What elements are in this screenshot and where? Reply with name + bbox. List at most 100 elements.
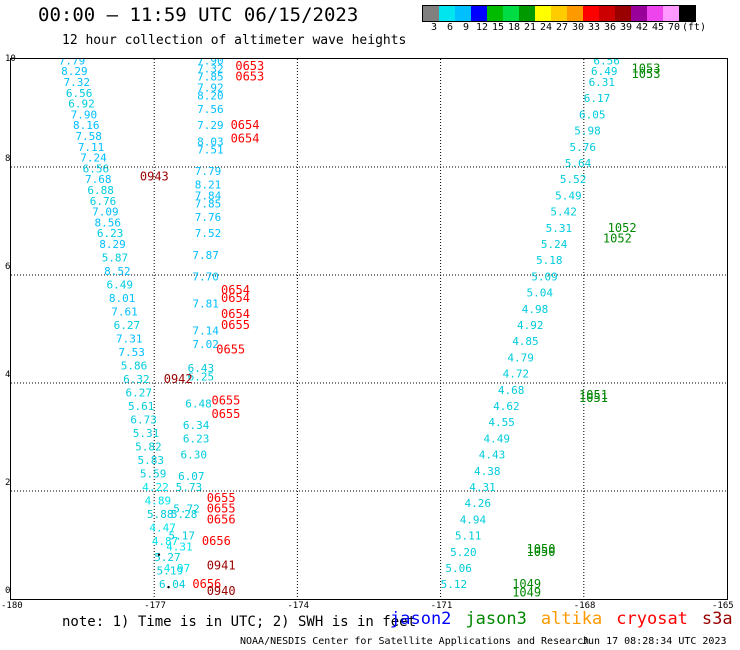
color-swatch-7 bbox=[535, 6, 551, 21]
wave-height-label: 7.09 bbox=[92, 206, 119, 219]
wave-height-label: 4.55 bbox=[488, 416, 515, 429]
wave-height-label: 7.53 bbox=[118, 346, 144, 359]
color-scale-label: 3 bbox=[430, 22, 438, 33]
satellite-legend: jason2 jason3 altika cryosat s3a bbox=[390, 609, 733, 629]
color-swatch-13 bbox=[631, 6, 647, 21]
wave-height-label: 7.81 bbox=[192, 297, 219, 310]
color-swatch-9 bbox=[567, 6, 583, 21]
wave-height-label: 8.03 bbox=[197, 135, 224, 148]
wave-height-label: 6.56 bbox=[593, 59, 620, 67]
wave-height-label: 6.30 bbox=[180, 449, 207, 462]
wave-height-label: 4.38 bbox=[474, 465, 501, 478]
wave-height-label: 6.88 bbox=[87, 184, 114, 197]
wave-height-label: 4.87 bbox=[152, 535, 179, 548]
pass-time-label: 0655 bbox=[216, 342, 245, 356]
wave-height-label: 8.20 bbox=[197, 90, 224, 103]
wave-height-label: 6.25 bbox=[188, 370, 215, 383]
wave-height-label: 6.04 bbox=[159, 578, 186, 591]
wave-height-label: 5.20 bbox=[450, 546, 477, 559]
wave-height-label: 5.59 bbox=[140, 468, 167, 481]
pass-time-label: 1052 bbox=[603, 232, 632, 246]
latitude-tick-label: 8 bbox=[5, 154, 11, 164]
wave-height-label: 7.79 bbox=[59, 59, 86, 67]
wave-height-label: 7.85 bbox=[195, 198, 222, 211]
wave-height-label: 4.26 bbox=[464, 497, 491, 510]
color-scale-label: 6 bbox=[446, 22, 454, 33]
wave-height-label: 4.62 bbox=[493, 400, 520, 413]
color-scale-labels: 3 6 9 12 15 18 21 24 27 30 33 36 39 42 45 70 (ft) bbox=[426, 22, 706, 33]
color-scale-label: 30 bbox=[571, 22, 585, 33]
wave-height-label: 4.47 bbox=[149, 522, 176, 535]
color-scale-label: 15 bbox=[491, 22, 505, 33]
credit-line: NOAA/NESDIS Center for Satellite Applica… bbox=[240, 636, 590, 647]
wave-height-label: 7.02 bbox=[192, 338, 219, 351]
color-swatch-15 bbox=[663, 6, 679, 21]
color-scale-label: 36 bbox=[603, 22, 617, 33]
wave-height-label: 6.48 bbox=[185, 397, 212, 410]
color-swatch-10 bbox=[583, 6, 599, 21]
color-swatch-2 bbox=[455, 6, 471, 21]
wave-height-label: 5.98 bbox=[574, 125, 601, 138]
pass-time-label: 0656 bbox=[202, 534, 231, 548]
legend-entry-jason3: jason3 bbox=[465, 609, 527, 629]
color-swatch-16 bbox=[679, 6, 695, 21]
wave-height-label: 4.79 bbox=[507, 351, 533, 364]
wave-height-label: 6.23 bbox=[183, 432, 210, 445]
color-swatch-14 bbox=[647, 6, 663, 21]
wave-height-label: 4.22 bbox=[142, 481, 169, 494]
pass-time-label: 1049 bbox=[512, 577, 541, 591]
pass-time-label: 0942 bbox=[164, 372, 193, 386]
legend-entry-cryosat: cryosat bbox=[616, 609, 688, 629]
pass-time-label: 1053 bbox=[632, 62, 661, 76]
wave-height-label: 7.58 bbox=[75, 130, 102, 143]
wave-height-label: 8.56 bbox=[95, 216, 122, 229]
legend-entry-jason2: jason2 bbox=[390, 609, 452, 629]
wave-height-label: 7.92 bbox=[197, 81, 224, 94]
longitude-tick-label: -171 bbox=[430, 601, 453, 611]
wave-height-label: 7.84 bbox=[195, 189, 222, 202]
wave-height-label: 4.43 bbox=[479, 449, 506, 462]
wave-height-label: 5.61 bbox=[128, 400, 154, 413]
wave-height-label: 5.31 bbox=[133, 427, 160, 440]
color-scale-label: 21 bbox=[523, 22, 537, 33]
wave-height-label: 5.64 bbox=[565, 157, 592, 170]
wave-height-label: 5.73 bbox=[176, 481, 203, 494]
wave-height-label: 6.49 bbox=[591, 65, 618, 78]
wave-height-label: 7.29 bbox=[197, 119, 224, 132]
wave-height-label: 5.52 bbox=[560, 173, 587, 186]
wave-height-label: 5.83 bbox=[137, 454, 164, 467]
pass-time-label: 0940 bbox=[207, 584, 236, 598]
wave-height-label: 6.56 bbox=[83, 162, 110, 175]
longitude-tick-label: -165 bbox=[712, 601, 734, 611]
wave-height-label: 7.87 bbox=[192, 249, 219, 262]
wave-height-label: 5.31 bbox=[546, 222, 573, 235]
color-scale-label: 45 bbox=[651, 22, 665, 33]
wave-height-label: 4.97 bbox=[164, 562, 191, 575]
longitude-tick-label: -180 bbox=[1, 601, 23, 611]
pass-time-label: 0654 bbox=[231, 118, 260, 132]
wave-height-label: 7.68 bbox=[85, 173, 112, 186]
wave-height-label: 7.51 bbox=[197, 144, 224, 157]
wave-height-label: 6.34 bbox=[183, 419, 210, 432]
color-swatch-6 bbox=[519, 6, 535, 21]
pass-time-label: 1050 bbox=[527, 542, 556, 556]
wave-height-label: 4.31 bbox=[166, 540, 193, 553]
island-marker bbox=[167, 585, 170, 589]
map-title: 00:00 – 11:59 UTC 06/15/2023 bbox=[38, 4, 359, 26]
color-scale-label: 9 bbox=[462, 22, 470, 33]
wave-height-label: 6.27 bbox=[126, 387, 153, 400]
wave-height-label: 4.89 bbox=[145, 495, 172, 508]
pass-time-label: 0654 bbox=[231, 132, 260, 146]
wave-height-label: 5.42 bbox=[550, 206, 577, 219]
wave-height-label: 5.86 bbox=[121, 360, 148, 373]
wave-height-label: 6.76 bbox=[90, 195, 117, 208]
wave-height-map: 7.79 8.29 7.32 6.56 6.92 7.90 8.16 7.58 7.11 7.24… bbox=[10, 58, 728, 600]
pass-time-label: 0654 bbox=[221, 307, 250, 321]
pass-time-label: 1053 bbox=[632, 67, 661, 81]
color-scale-label: 33 bbox=[587, 22, 601, 33]
wave-height-label: 6.43 bbox=[188, 362, 215, 375]
wave-height-label: 5.76 bbox=[569, 141, 596, 154]
pass-time-label: 0655 bbox=[211, 394, 240, 408]
latitude-tick-label: 6 bbox=[5, 262, 11, 272]
wave-height-label: 5.49 bbox=[555, 189, 582, 202]
